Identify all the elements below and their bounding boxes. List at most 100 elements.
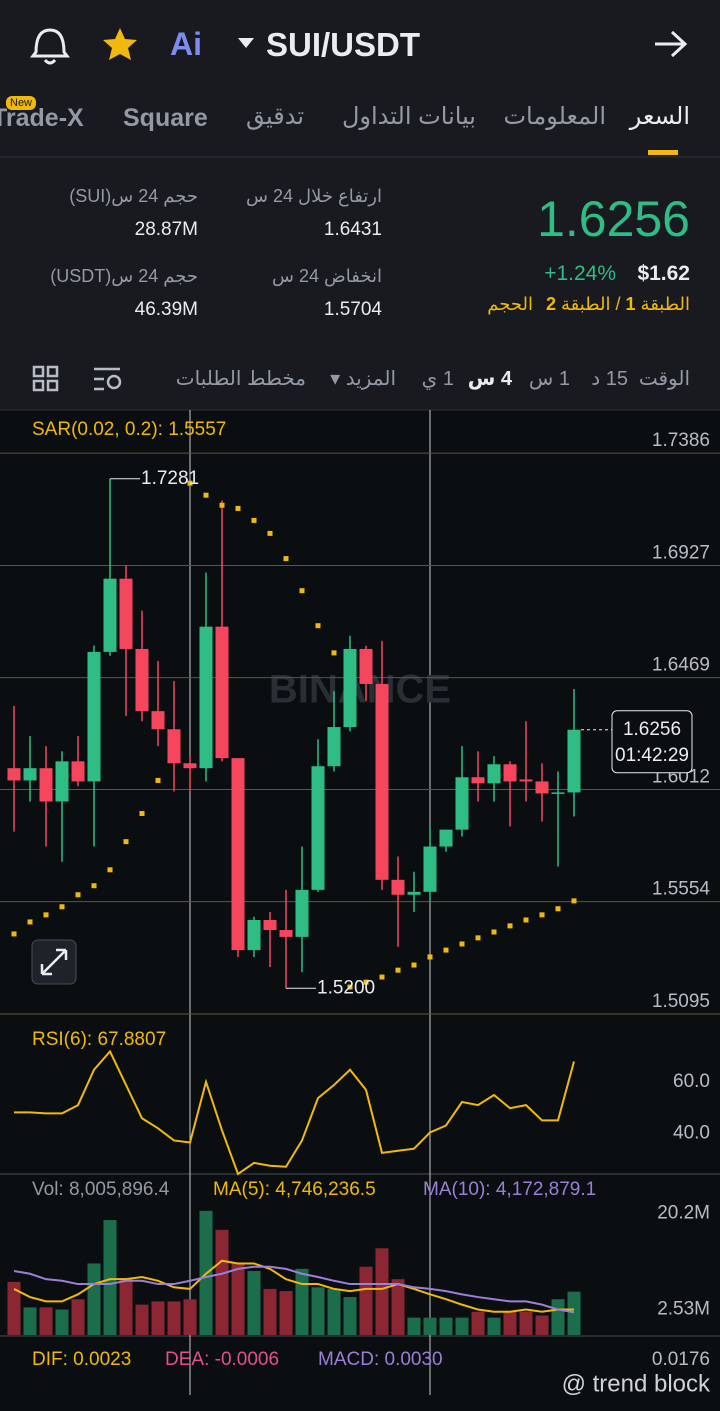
header-area: Ai SUI/USDT السعر المعلومات بيانات التدا… xyxy=(0,0,720,410)
volume-bar xyxy=(519,1311,533,1335)
sar-dot xyxy=(539,912,545,918)
ai-icon[interactable]: Ai xyxy=(170,26,202,62)
timeframe[interactable]: 15 د xyxy=(591,368,628,390)
volume-bar xyxy=(343,1297,357,1335)
candle-body xyxy=(55,761,69,802)
sar-dot xyxy=(363,979,369,985)
tab-underline xyxy=(648,150,678,155)
sar-dot xyxy=(187,480,193,486)
sar-dot xyxy=(523,917,529,923)
sar-dot xyxy=(427,954,433,960)
stat-label: حجم 24 س(USDT) xyxy=(50,266,198,286)
volume-bar xyxy=(407,1317,421,1335)
stat-value: 46.39M xyxy=(134,299,198,320)
dropdown-icon[interactable] xyxy=(238,38,254,48)
volume-bar xyxy=(183,1299,197,1335)
share-icon[interactable] xyxy=(655,30,688,58)
chart-bg xyxy=(0,410,720,1411)
candle-body xyxy=(407,891,421,895)
sar-dot xyxy=(411,962,417,968)
timeframe-more[interactable]: المزيد ▾ xyxy=(330,368,396,390)
pair[interactable]: SUI/USDT xyxy=(266,26,421,63)
icons xyxy=(0,28,720,392)
volume-bar xyxy=(135,1304,149,1335)
depth[interactable]: الطبقة 1 / الطبقة 2 الحجم xyxy=(487,294,690,315)
dif-label: DIF: 0.0023 xyxy=(32,1349,131,1370)
sar-dot xyxy=(59,904,65,910)
stat-label: ارتفاع خلال 24 س xyxy=(246,186,382,206)
stat-label: حجم 24 س(SUI) xyxy=(69,186,198,206)
volume-bar xyxy=(567,1291,581,1335)
volume-bar xyxy=(215,1229,229,1335)
volume-bar xyxy=(39,1307,53,1335)
volume-bar xyxy=(263,1288,277,1335)
sar-dot xyxy=(395,967,401,973)
sar-dot xyxy=(267,530,273,536)
layout-icon[interactable] xyxy=(32,365,59,392)
depth-text: الطبقة xyxy=(561,294,611,314)
price-box xyxy=(611,710,693,774)
ma10-label: MA(10): 4,172,879.1 xyxy=(423,1179,596,1200)
y-tick-label: 1.7386 xyxy=(652,430,710,451)
candle-body xyxy=(375,683,389,880)
candle-body xyxy=(471,777,485,784)
tab[interactable]: السعر xyxy=(629,103,690,130)
ma-line xyxy=(13,1265,575,1314)
volume-bar xyxy=(471,1311,485,1335)
sar-dot xyxy=(507,923,513,929)
volume-bar xyxy=(487,1317,501,1335)
timeframe[interactable]: 1 ي xyxy=(421,368,454,390)
star-icon[interactable] xyxy=(103,28,137,60)
stat-value: 1.6431 xyxy=(323,219,382,240)
sar-dot xyxy=(459,941,465,947)
rsi-line xyxy=(14,1049,575,1176)
usd-price: $1.62 xyxy=(637,262,690,285)
tab[interactable]: بيانات التداول xyxy=(341,103,476,130)
candle-body xyxy=(359,648,373,684)
macd-scale: 0.0176 xyxy=(652,1349,710,1370)
bell-icon[interactable] xyxy=(30,28,70,65)
candle-body xyxy=(487,764,501,784)
volume-bar xyxy=(375,1248,389,1335)
sar-dot xyxy=(219,502,225,508)
candle-body xyxy=(103,578,117,652)
y-tick-label: 2.53M xyxy=(657,1298,710,1319)
sar-dot xyxy=(331,650,337,656)
candle-body xyxy=(279,930,293,937)
candle-body xyxy=(247,919,261,951)
footer-watermark: @ trend block xyxy=(562,1370,711,1397)
sar-dot xyxy=(555,906,561,912)
tab[interactable]: المعلومات xyxy=(503,103,606,130)
tab[interactable]: تدقيق xyxy=(245,103,304,130)
candle-body xyxy=(151,711,165,730)
candle-body xyxy=(231,758,245,951)
candle-body xyxy=(503,764,517,782)
sar-dot xyxy=(43,912,49,918)
candle-body xyxy=(215,626,229,759)
stat-label: انخفاض 24 س xyxy=(272,266,382,286)
volume-bar xyxy=(23,1307,37,1335)
candle-body xyxy=(119,578,133,649)
candle-body xyxy=(439,829,453,847)
volume-bar xyxy=(327,1288,341,1335)
candle-body xyxy=(295,889,309,937)
timeframe[interactable]: 4 س xyxy=(467,368,512,390)
sar-dot xyxy=(251,517,257,523)
high-annotation: 1.7281 xyxy=(141,468,199,489)
sar-dot xyxy=(379,974,385,980)
dea-label: DEA: -0.0006 xyxy=(165,1349,279,1370)
indicator-icon[interactable] xyxy=(94,367,122,391)
volume-bar xyxy=(119,1279,133,1335)
y-tick-label: 1.6469 xyxy=(652,655,710,676)
ma-line xyxy=(13,1259,574,1313)
timeframe[interactable]: 1 س xyxy=(528,368,570,390)
volume-bar xyxy=(55,1309,69,1335)
sar-dot xyxy=(283,556,289,562)
depth-chart-tab[interactable]: مخطط الطلبات xyxy=(175,368,306,390)
volume-bar xyxy=(279,1291,293,1335)
volume-bar xyxy=(231,1263,245,1335)
depth-text: الحجم xyxy=(487,294,533,314)
fullscreen-icon xyxy=(40,948,68,976)
tab[interactable]: Square xyxy=(123,104,208,132)
